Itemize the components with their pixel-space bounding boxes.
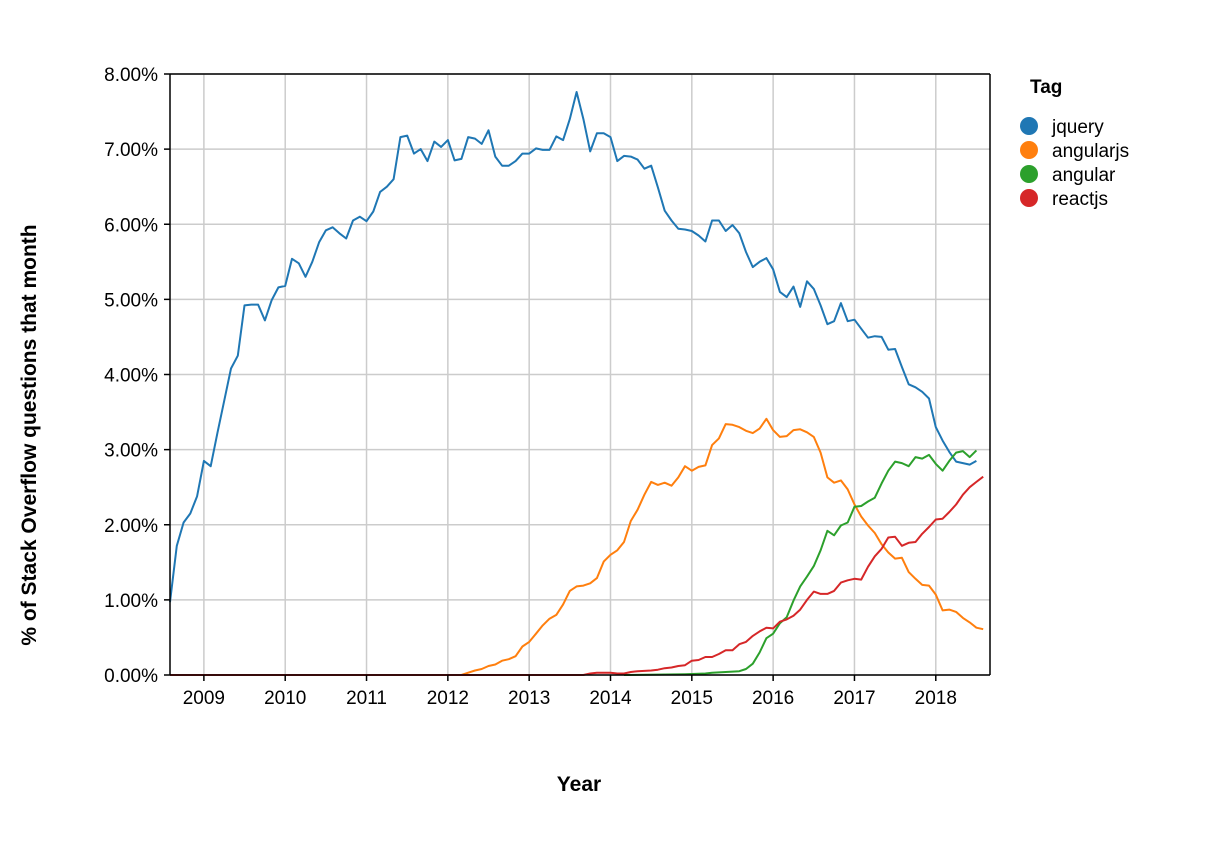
- legend-swatch-jquery: [1020, 117, 1038, 135]
- legend-swatch-reactjs: [1020, 189, 1038, 207]
- y-tick-label: 5.00%: [104, 290, 158, 311]
- legend: Tag jquery angularjs angular reactjs: [1020, 77, 1129, 210]
- grid: [170, 73, 990, 676]
- series-line-reactjs: [170, 475, 984, 676]
- x-tick-label: 2016: [752, 688, 794, 709]
- y-tick-label: 0.00%: [104, 666, 158, 687]
- legend-label-angular: angular: [1052, 165, 1116, 186]
- y-tick-label: 6.00%: [104, 215, 158, 236]
- x-axis-title: Year: [557, 773, 601, 796]
- x-tick-label: 2018: [915, 688, 957, 709]
- y-axis-ticks: 0.00% 1.00% 2.00% 3.00% 4.00% 5.00% 6.00% 7.00%…: [104, 65, 170, 687]
- legend-swatch-angular: [1020, 165, 1038, 183]
- x-tick-label: 2015: [671, 688, 713, 709]
- series-line-jquery: [169, 91, 977, 603]
- y-tick-label: 8.00%: [104, 65, 158, 86]
- x-tick-label: 2017: [833, 688, 875, 709]
- legend-label-angularjs: angularjs: [1052, 141, 1129, 162]
- legend-label-reactjs: reactjs: [1052, 189, 1108, 210]
- y-tick-label: 1.00%: [104, 591, 158, 612]
- legend-title: Tag: [1030, 77, 1062, 98]
- y-axis-title: % of Stack Overflow questions that month: [18, 224, 41, 645]
- y-tick-label: 4.00%: [104, 366, 158, 387]
- x-tick-label: 2014: [589, 688, 632, 709]
- y-tick-label: 2.00%: [104, 516, 158, 537]
- legend-label-jquery: jquery: [1051, 117, 1104, 138]
- y-tick-label: 7.00%: [104, 140, 158, 161]
- x-tick-label: 2012: [427, 688, 469, 709]
- series-lines: [169, 91, 984, 676]
- y-tick-label: 3.00%: [104, 441, 158, 462]
- legend-swatch-angularjs: [1020, 141, 1038, 159]
- x-axis-ticks: 2009 2010 2011 2012 2013 2014 2015 2016 2017 2018: [183, 675, 957, 709]
- series-line-angular: [623, 449, 978, 676]
- x-tick-label: 2009: [183, 688, 225, 709]
- x-tick-label: 2010: [264, 688, 306, 709]
- series-line-angularjs: [170, 417, 984, 676]
- x-tick-label: 2011: [346, 688, 387, 709]
- x-tick-label: 2013: [508, 688, 550, 709]
